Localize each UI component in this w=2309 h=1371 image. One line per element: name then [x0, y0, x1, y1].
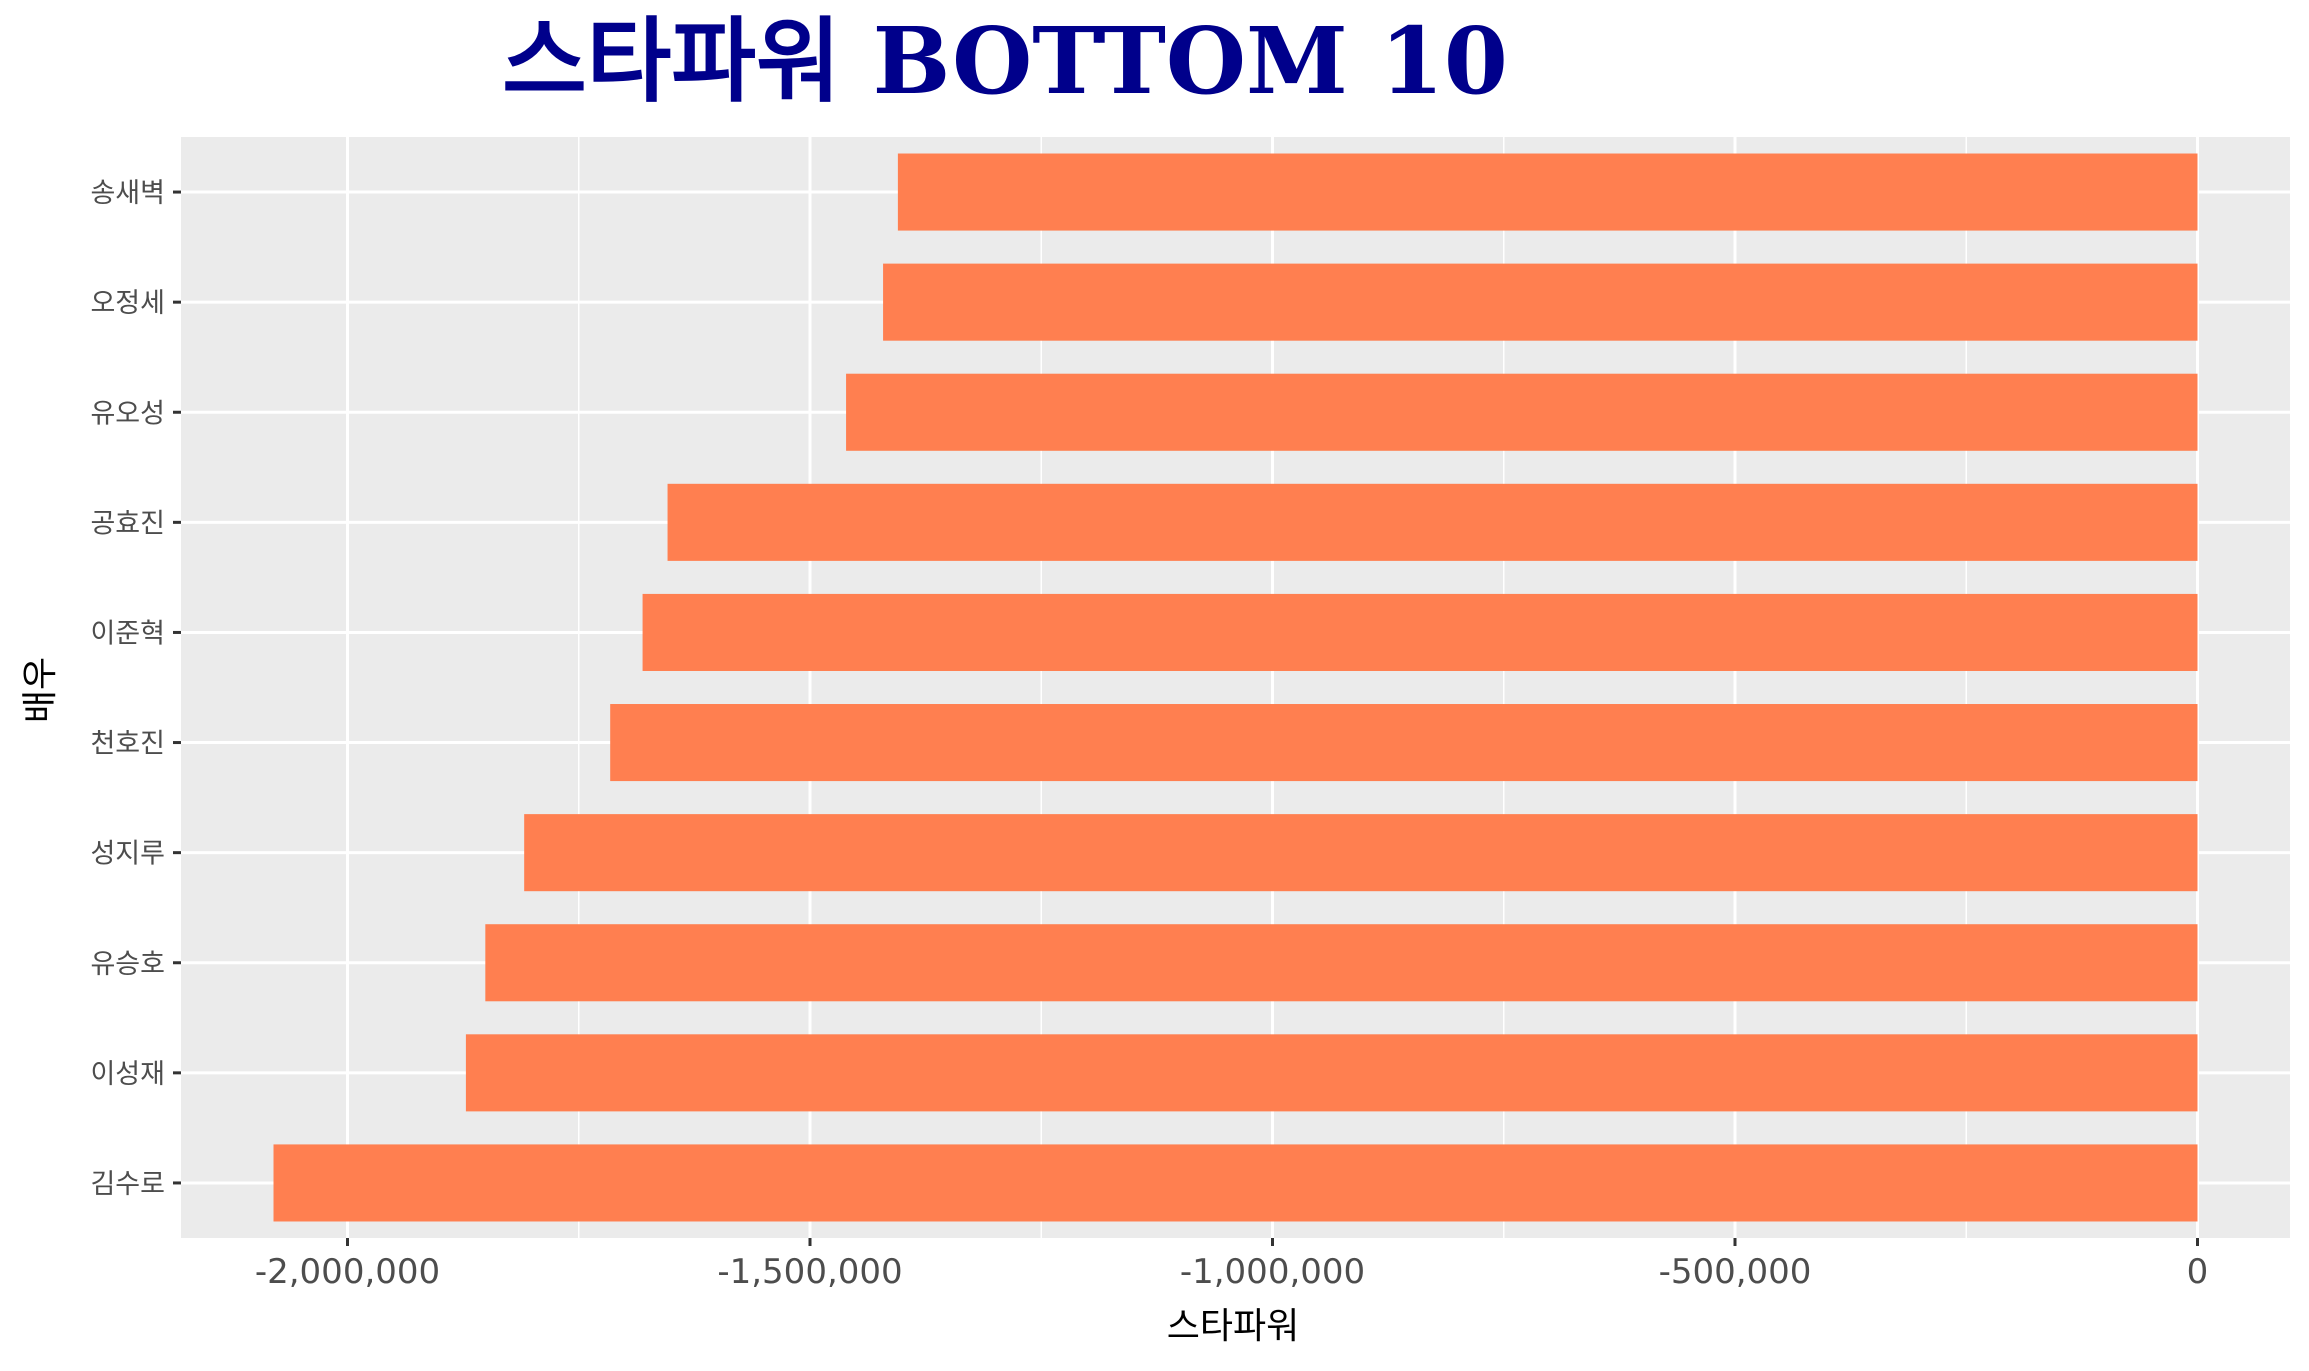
bar: [273, 1144, 2198, 1222]
y-tick-label: 천호진: [90, 729, 165, 760]
x-tick-label: -2,000,000: [255, 1252, 440, 1292]
y-tick-label: 송새벽: [90, 178, 165, 209]
y-tick-label: 유승호: [90, 949, 165, 980]
x-axis-title: 스타파워: [1167, 1306, 1299, 1347]
y-tick-label: 유오성: [90, 398, 165, 429]
bar: [883, 263, 2198, 341]
bar: [642, 593, 2198, 671]
bar: [846, 373, 2198, 451]
y-tick-label: 성지루: [90, 839, 165, 870]
bar: [485, 924, 2198, 1002]
x-tick-label: -1,000,000: [1180, 1252, 1365, 1292]
x-axis: -2,000,000 -1,500,000 -1,000,000 -500,000 0: [255, 1238, 2208, 1292]
y-tick-label: 이준혁: [90, 618, 165, 649]
bar: [610, 704, 2198, 782]
y-axis-title: 배우: [20, 657, 61, 723]
bar: [524, 814, 2198, 892]
bar: [897, 153, 2198, 231]
bar: [667, 483, 2198, 561]
y-tick-label: 이성재: [90, 1059, 165, 1090]
y-tick-label: 오정세: [90, 288, 165, 319]
x-tick-label: 0: [2187, 1252, 2209, 1292]
bars: [273, 153, 2198, 1222]
y-axis: 김수로 이성재 유승호 성지루 천호진 이준혁 공효진 유오성 오정세 송새벽: [90, 178, 181, 1200]
y-tick-label: 공효진: [90, 508, 165, 539]
bar: [465, 1034, 2198, 1112]
y-tick-label: 김수로: [90, 1169, 165, 1200]
chart-title: 스타파워 BOTTOM 10: [502, 7, 1508, 115]
x-tick-label: -500,000: [1659, 1252, 1812, 1292]
x-tick-label: -1,500,000: [717, 1252, 902, 1292]
